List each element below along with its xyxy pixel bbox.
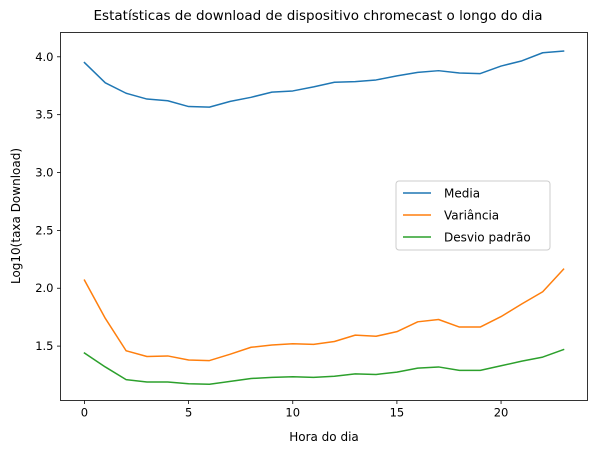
y-axis-title: Log10(taxa Download) <box>9 148 23 284</box>
plot-area-frame <box>60 32 588 401</box>
series-line-0 <box>83 50 565 108</box>
series-line-2 <box>83 348 565 386</box>
legend-label: Media <box>444 187 480 201</box>
x-axis-ticks: 0 5 10 15 20 <box>81 400 509 420</box>
y-tick-label: 4.0 <box>35 50 53 64</box>
y-axis-ticks: 1.5 2.0 2.5 3.0 3.5 4.0 <box>35 50 61 353</box>
x-tick-label: 20 <box>494 406 509 420</box>
y-tick-label: 2.5 <box>35 223 53 237</box>
x-axis-title: Hora do dia <box>289 430 359 444</box>
x-tick-label: 15 <box>390 406 405 420</box>
chart-title: Estatísticas de download de dispositivo … <box>94 8 543 24</box>
legend-label: Desvio padrão <box>444 231 531 245</box>
y-tick-label: 2.0 <box>35 281 53 295</box>
series-layer <box>83 50 565 386</box>
x-tick-label: 0 <box>81 406 88 420</box>
x-tick-label: 5 <box>185 406 192 420</box>
series-line-1 <box>83 268 565 362</box>
legend: Media Variância Desvio padrão <box>395 180 551 251</box>
x-tick-label: 10 <box>285 406 300 420</box>
legend-box <box>395 180 551 251</box>
y-tick-label: 3.0 <box>35 166 53 180</box>
y-tick-label: 1.5 <box>35 339 53 353</box>
legend-label: Variância <box>444 209 499 223</box>
y-tick-label: 3.5 <box>35 108 53 122</box>
